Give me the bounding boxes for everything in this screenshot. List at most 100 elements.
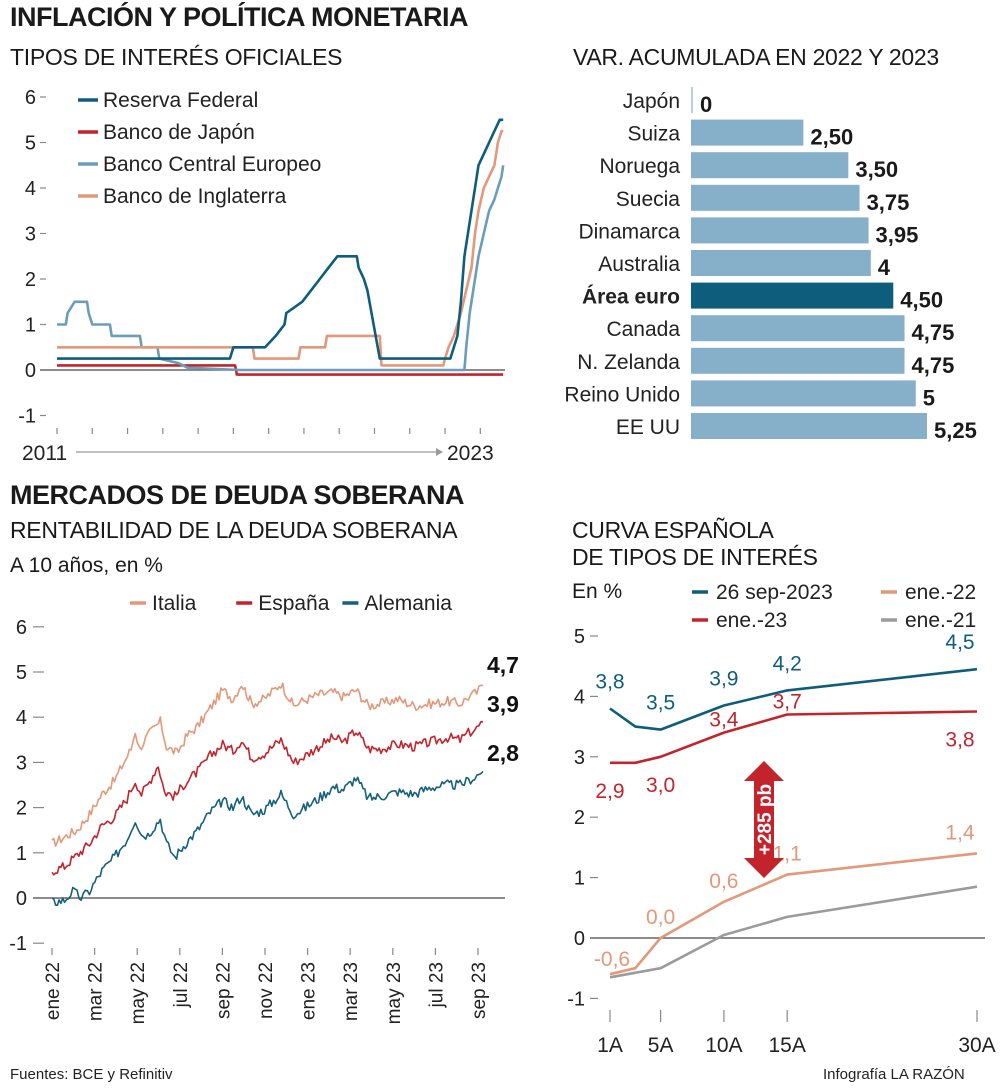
x-tick-label: 30A (958, 1034, 995, 1057)
curve-value-label-ene23: 3,0 (646, 774, 675, 797)
y-tick-label: 0 (25, 360, 36, 382)
y-tick-label: 2 (25, 269, 36, 291)
legend-label-sep2023: 26 sep-2023 (716, 581, 833, 604)
x-tick-label: 15A (768, 1034, 805, 1057)
bar-category-label: Suecia (616, 188, 681, 211)
y-tick-label: 4 (16, 707, 27, 729)
credit-note: Infografía LA RAZÓN (823, 1066, 965, 1083)
bar-value-label: 5 (923, 385, 935, 410)
y-tick-label: 6 (25, 87, 36, 109)
page-title: INFLACIÓN Y POLÍTICA MONETARIA (10, 2, 469, 32)
legend-label-italia: Italia (152, 592, 197, 615)
series-line-sep2023 (609, 667, 978, 731)
bar-value-label: 3,95 (876, 222, 919, 247)
curve-value-label-sep2023: 4,2 (773, 652, 802, 675)
bar-3 (691, 184, 860, 211)
y-tick-label: 3 (16, 752, 27, 774)
cumulative-chart-title: VAR. ACUMULADA EN 2022 Y 2023 (573, 44, 939, 70)
spread-annotation-label: +285 pb (755, 784, 776, 855)
bar-value-label: 4,50 (900, 288, 943, 313)
legend-label-boe: Banco de Inglaterra (103, 185, 287, 208)
legend-label-ene22: ene.-22 (905, 581, 976, 604)
bar-2 (691, 152, 849, 179)
curve-value-label-ene23: 3,4 (709, 709, 739, 732)
series-line-ecb (57, 165, 505, 372)
x-tick-label: may 22 (128, 962, 149, 1024)
curve-value-label-ene22: 0,6 (709, 870, 738, 893)
bar-value-label: 3,50 (855, 157, 898, 182)
y-tick-label: 4 (574, 686, 585, 708)
curve-chart: 5 4 3 2 1 0 -1 1A 5A 10A 15A 30A 3,8 3,5 3,9 4,2 4,5 2,9 3… (567, 581, 995, 1057)
spread-arrow (744, 761, 784, 878)
x-tick-label: mar 23 (341, 962, 362, 1021)
y-tick-label: 5 (16, 662, 27, 684)
bar-category-label: Australia (598, 253, 680, 276)
curve-chart-subtitle: En % (572, 580, 623, 603)
bar-value-label: 3,75 (867, 190, 910, 215)
legend-label-espana: España (258, 592, 330, 615)
x-tick-label: 5A (648, 1034, 674, 1057)
bar-0 (691, 87, 693, 113)
rates-chart-title: TIPOS DE INTERÉS OFICIALES (10, 44, 343, 70)
curve-value-label-sep2023: 4,5 (945, 631, 974, 654)
x-tick-label: ene 22 (43, 962, 64, 1020)
x-tick-label: sep 22 (213, 962, 234, 1019)
bar-category-label: Área euro (582, 286, 680, 309)
bar-10 (691, 413, 927, 439)
y-tick-label: 5 (25, 133, 36, 155)
y-tick-label: 4 (25, 178, 36, 200)
bar-category-label: EE UU (616, 416, 680, 439)
bar-4 (691, 217, 869, 244)
legend-label-fed: Reserva Federal (103, 89, 258, 112)
curve-chart-title-line2: DE TIPOS DE INTERÉS (572, 544, 818, 570)
y-tick-label: -1 (18, 406, 36, 428)
curve-value-label-ene23: 3,7 (773, 691, 802, 714)
bar-category-label: Suiza (627, 123, 680, 146)
legend-label-boj: Banco de Japón (103, 121, 255, 144)
y-tick-label: 1 (16, 843, 27, 865)
y-tick-label: 5 (574, 626, 585, 648)
series-line-fed (57, 118, 504, 360)
bar-value-label: 4,75 (912, 353, 955, 378)
y-tick-label: 1 (25, 315, 36, 337)
bar-category-label: Reino Unido (564, 383, 680, 406)
y-tick-label: 2 (574, 807, 585, 829)
end-value-label-italia: 4,7 (487, 652, 519, 678)
curve-value-label-ene22: -0,6 (594, 948, 630, 971)
y-tick-label: 2 (16, 798, 27, 820)
x-tick-label: 10A (705, 1034, 742, 1057)
bar-category-label: Noruega (599, 155, 680, 178)
bar-6 (691, 282, 894, 309)
bar-category-label: Dinamarca (578, 220, 680, 243)
bar-category-label: Canada (606, 318, 680, 341)
x-tick-label: may 23 (384, 962, 405, 1024)
y-tick-label: 3 (574, 747, 585, 769)
x-tick-label: 1A (597, 1034, 623, 1057)
bar-value-label: 4,75 (912, 320, 955, 345)
bar-value-label: 2,50 (810, 125, 853, 150)
bar-value-label: 0 (700, 92, 712, 117)
y-tick-label: 6 (16, 617, 27, 639)
x-tick-label: ene 23 (299, 962, 320, 1020)
y-tick-label: -1 (567, 988, 585, 1010)
x-label-end: 2023 (447, 442, 494, 465)
curve-chart-title-line1: CURVA ESPAÑOLA (572, 517, 774, 543)
series-line-espana (51, 720, 484, 876)
end-value-label-espana: 3,9 (487, 691, 519, 717)
legend-label-ene23: ene.-23 (716, 609, 787, 632)
curve-value-label-ene23: 3,8 (945, 729, 974, 752)
curve-value-label-sep2023: 3,9 (709, 667, 738, 690)
time-arrow-head (436, 448, 443, 456)
bar-8 (691, 347, 905, 374)
legend-label-ecb: Banco Central Europeo (103, 153, 321, 176)
x-tick-label: nov 22 (256, 962, 277, 1019)
y-tick-label: 3 (25, 224, 36, 246)
y-tick-label: 1 (574, 868, 585, 890)
bar-category-label: Japón (623, 90, 680, 113)
bar-value-label: 5,25 (934, 418, 977, 443)
cumulative-bar-chart: Japón 0 Suiza 2,50 Noruega 3,50 Suecia 3,75 Dina… (564, 87, 977, 443)
x-tick-label: mar 22 (86, 962, 107, 1021)
series-line-italia (51, 682, 484, 847)
y-tick-label: 0 (16, 888, 27, 910)
